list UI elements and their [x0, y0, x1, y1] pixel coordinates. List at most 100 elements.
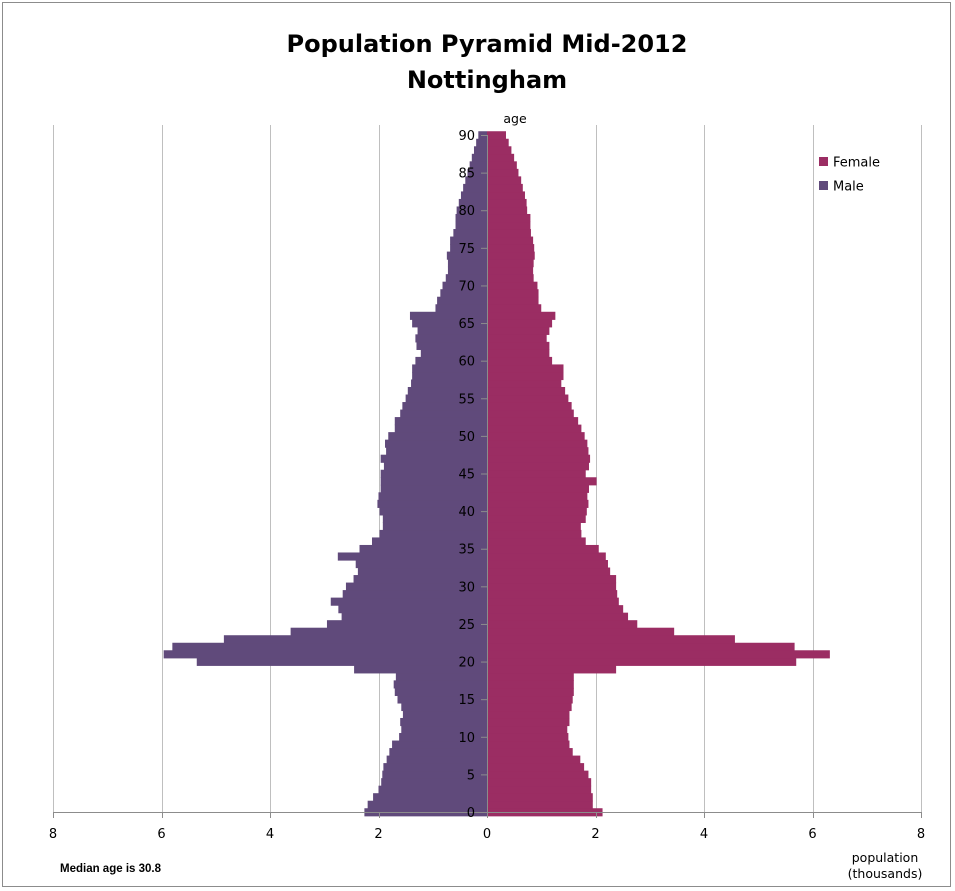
- male-bar-age-66: [409, 311, 487, 320]
- female-bar-age-55: [487, 394, 569, 403]
- male-bar-age-78: [455, 221, 487, 230]
- y-tick-label-15: 75: [458, 242, 475, 257]
- female-bar-age-68: [487, 296, 539, 305]
- female-bar-age-71: [487, 274, 534, 283]
- y-axis-label: age: [503, 111, 527, 126]
- male-bar-age-35: [359, 544, 487, 554]
- x-tick-label-7: 6: [808, 827, 816, 842]
- female-bar-age-61: [487, 349, 550, 358]
- male-bar-age-22: [172, 642, 487, 651]
- male-bar-age-87: [471, 153, 487, 162]
- male-bar-age-31: [353, 575, 487, 584]
- male-bar-age-37: [379, 529, 487, 539]
- male-bar-age-43: [380, 484, 487, 493]
- male-bar-age-2: [373, 793, 487, 802]
- male-bar-age-24: [290, 627, 487, 636]
- male-bar-age-19: [354, 665, 487, 674]
- male-bar-age-50: [388, 432, 487, 441]
- y-tick-label-4: 20: [458, 656, 475, 671]
- male-bar-age-62: [416, 341, 487, 350]
- male-bar-age-52: [394, 417, 487, 426]
- female-bar-age-74: [487, 251, 535, 260]
- male-bar-age-71: [445, 274, 487, 283]
- male-bar-age-51: [394, 424, 487, 433]
- female-bar-age-88: [487, 146, 512, 155]
- female-bar-age-26: [487, 612, 629, 621]
- male-bar-age-81: [458, 198, 487, 208]
- male-bar-age-17: [393, 680, 487, 689]
- male-bar-age-89: [476, 138, 487, 147]
- x-axis-label-line-2: (thousands): [848, 866, 923, 881]
- y-tick-label-7: 35: [458, 543, 475, 558]
- female-bar-age-73: [487, 259, 534, 268]
- female-bar-age-54: [487, 402, 572, 411]
- female-bar-age-20: [487, 657, 797, 666]
- female-bar-age-30: [487, 582, 617, 591]
- male-bar-age-45: [380, 469, 487, 478]
- female-bar-age-13: [487, 710, 570, 719]
- female-bar-age-82: [487, 191, 525, 200]
- female-bar-age-53: [487, 409, 574, 418]
- male-bar-age-75: [450, 244, 487, 253]
- male-bar-age-11: [401, 725, 487, 734]
- female-bar-age-2: [487, 793, 593, 802]
- female-bar-age-11: [487, 725, 568, 734]
- female-bar-age-28: [487, 597, 619, 606]
- female-bar-age-57: [487, 379, 562, 388]
- male-bar-age-60: [415, 356, 487, 366]
- male-bar-age-13: [402, 710, 487, 719]
- female-bar-age-46: [487, 462, 589, 471]
- male-bar-age-63: [415, 334, 487, 343]
- female-bar-age-14: [487, 702, 572, 712]
- female-bar-age-63: [487, 334, 547, 343]
- female-bar-age-83: [487, 183, 523, 193]
- male-bar-age-21: [163, 650, 488, 659]
- female-bar-age-23: [487, 635, 735, 644]
- x-tick-label-0: 8: [49, 827, 57, 842]
- female-bar-age-41: [487, 499, 589, 508]
- female-bar-age-10: [487, 733, 569, 742]
- female-bar-age-78: [487, 221, 531, 230]
- male-bar-age-40: [379, 507, 487, 516]
- y-tick-label-17: 85: [458, 167, 475, 182]
- female-bar-age-69: [487, 289, 539, 298]
- female-bar-age-56: [487, 386, 566, 396]
- male-bar-age-84: [465, 176, 487, 185]
- male-bar-age-39: [382, 514, 487, 523]
- female-bar-age-15: [487, 695, 573, 704]
- y-tick-label-12: 60: [458, 355, 475, 370]
- male-bar-age-55: [405, 394, 487, 403]
- male-bar-age-5: [382, 770, 487, 779]
- x-axis-label-line-1: population: [852, 850, 919, 865]
- male-bar-age-46: [383, 462, 487, 471]
- male-bar-age-1: [367, 800, 487, 809]
- female-bar-age-3: [487, 785, 592, 794]
- male-bar-age-25: [326, 620, 487, 629]
- male-bar-age-32: [357, 567, 487, 576]
- male-bar-age-53: [400, 409, 487, 418]
- male-bar-age-74: [446, 251, 487, 260]
- female-bar-age-9: [487, 740, 570, 749]
- female-bar-age-66: [487, 311, 556, 320]
- female-bar-age-58: [487, 371, 564, 381]
- female-bar-age-51: [487, 424, 582, 433]
- female-bar-age-47: [487, 454, 591, 463]
- y-tick-label-2: 10: [458, 731, 475, 746]
- male-bar-age-59: [412, 364, 487, 373]
- legend-label-male: Male: [833, 180, 864, 195]
- female-bar-age-32: [487, 567, 611, 576]
- female-bar-age-4: [487, 778, 592, 787]
- y-tick-label-6: 30: [458, 580, 475, 595]
- female-bar-age-35: [487, 544, 599, 554]
- female-bar-age-44: [487, 477, 597, 486]
- female-bar-age-84: [487, 176, 522, 185]
- x-tick-label-4: 0: [483, 827, 491, 842]
- male-bar-age-83: [463, 183, 487, 193]
- female-bar-age-34: [487, 552, 606, 561]
- female-bar-age-31: [487, 575, 617, 584]
- female-bar-age-25: [487, 620, 638, 629]
- female-bar-age-49: [487, 439, 588, 448]
- male-bar-age-73: [447, 259, 487, 268]
- y-tick-label-1: 5: [467, 768, 475, 783]
- male-bar-age-14: [401, 702, 487, 712]
